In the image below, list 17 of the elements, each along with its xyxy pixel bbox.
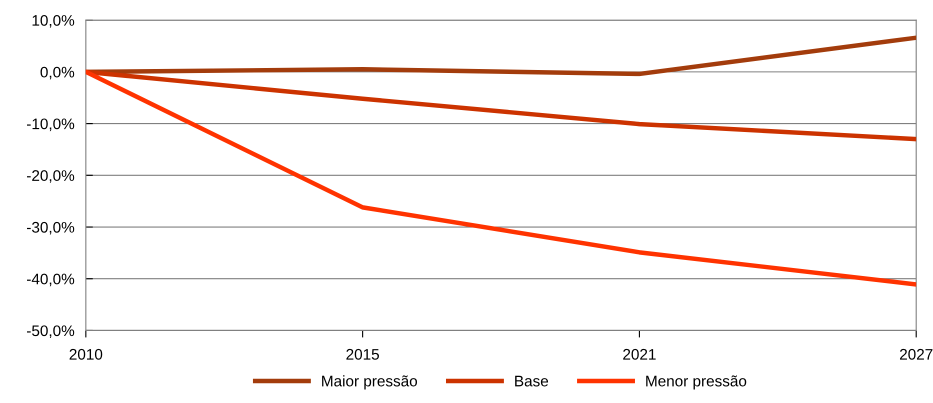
y-tick-label: -40,0%	[27, 274, 74, 286]
line-series	[86, 36, 916, 76]
y-tick-label: 10,0%	[32, 15, 74, 28]
y-tick-label: -30,0%	[27, 222, 74, 235]
x-tick-label: 2010	[70, 348, 102, 360]
legend-label: Maior pressão	[322, 375, 418, 390]
x-tick-label: 2021	[623, 348, 656, 360]
y-tick-label: 0,0%	[40, 66, 74, 80]
legend-label: Base	[515, 376, 548, 386]
line-series	[86, 70, 916, 287]
y-tick-label: -20,0%	[27, 170, 74, 183]
y-tick-label: -10,0%	[27, 118, 74, 132]
x-tick-label: 2027	[900, 348, 932, 360]
y-tick-label: -50,0%	[27, 325, 74, 338]
legend-label: Menor pressão	[646, 375, 746, 390]
x-tick-label: 2015	[346, 348, 379, 360]
line-series	[86, 70, 916, 142]
